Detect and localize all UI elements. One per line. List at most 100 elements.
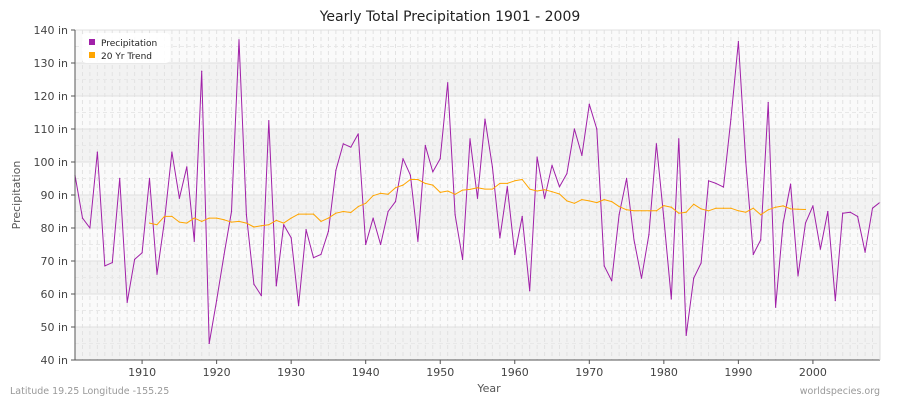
trend-point (208, 217, 210, 219)
precipitation-point (484, 118, 486, 120)
trend-point (432, 184, 434, 186)
footer-source: worldspecies.org (800, 386, 880, 397)
precipitation-point (163, 220, 166, 222)
precipitation-point (216, 300, 218, 302)
trend-point (573, 202, 575, 204)
trend-point (223, 219, 225, 221)
trend-point (186, 222, 188, 224)
precipitation-point (715, 182, 717, 185)
precipitation-point (156, 273, 158, 275)
precipitation-point (543, 197, 546, 199)
precipitation-point (700, 262, 702, 264)
precipitation-point (305, 229, 307, 231)
trend-point (596, 201, 598, 204)
trend-point (320, 220, 322, 222)
precipitation-point (596, 128, 598, 130)
precipitation-point (752, 253, 754, 255)
precipitation-point (819, 248, 821, 250)
trend-point (611, 201, 613, 203)
trend-point (804, 208, 807, 211)
precipitation-point (201, 70, 203, 72)
trend-point (484, 188, 486, 190)
trend-point (670, 206, 672, 208)
precipitation-point (148, 177, 151, 180)
trend-point (506, 182, 508, 185)
trend-point (178, 221, 180, 223)
precipitation-point (529, 290, 531, 292)
precipitation-point (842, 212, 844, 214)
precipitation-point (871, 207, 874, 209)
trend-point (245, 222, 248, 224)
precipitation-point (342, 143, 344, 145)
x-tick-label: 1990 (724, 366, 752, 379)
trend-point (543, 189, 546, 191)
precipitation-point (693, 277, 695, 279)
trend-point (737, 210, 739, 212)
trend-point (260, 225, 262, 227)
precipitation-point (89, 227, 91, 229)
precipitation-point (663, 217, 665, 219)
trend-point (268, 224, 270, 226)
trend-point (640, 210, 643, 212)
trend-point (775, 206, 777, 208)
precipitation-point (730, 118, 732, 120)
x-tick-label: 1980 (650, 366, 678, 379)
precipitation-point (566, 172, 568, 175)
trend-point (372, 195, 374, 197)
precipitation-point (141, 252, 143, 254)
y-tick-label: 100 in (33, 156, 68, 169)
precipitation-point (402, 158, 404, 160)
precipitation-point (454, 214, 456, 216)
precipitation-point (707, 180, 710, 182)
legend-label-trend: 20 Yr Trend (101, 52, 152, 62)
trend-point (491, 188, 494, 190)
precipitation-point (245, 214, 248, 216)
trend-point (327, 217, 330, 219)
precipitation-point (685, 334, 687, 336)
precipitation-point (439, 158, 441, 160)
y-tick-label: 140 in (33, 24, 68, 37)
precipitation-point (268, 120, 270, 122)
trend-point (558, 193, 561, 195)
precipitation-point (603, 265, 605, 267)
trend-point (745, 211, 747, 213)
precipitation-point (640, 277, 643, 279)
y-tick-label: 50 in (40, 321, 68, 334)
precipitation-point (797, 275, 799, 277)
x-tick-label: 1920 (203, 366, 231, 379)
precipitation-point (827, 210, 829, 213)
trend-point (357, 205, 359, 208)
precipitation-point (581, 154, 583, 156)
precipitation-point (461, 258, 464, 260)
precipitation-point (223, 253, 225, 255)
precipitation-point (111, 262, 113, 264)
precipitation-point (350, 146, 352, 148)
x-tick-label: 1940 (352, 366, 380, 379)
trend-point (469, 188, 471, 190)
precipitation-point (104, 265, 106, 267)
precipitation-point (193, 240, 195, 242)
precipitation-point (633, 239, 635, 241)
precipitation-point (134, 258, 136, 260)
precipitation-point (186, 166, 188, 168)
precipitation-point (238, 39, 240, 41)
precipitation-point (476, 197, 479, 199)
legend-box (82, 33, 170, 63)
precipitation-point (558, 186, 561, 188)
trend-point (193, 217, 195, 219)
trend-point (752, 207, 754, 209)
trend-point (275, 219, 277, 222)
precipitation-point (536, 156, 538, 158)
precipitation-point (394, 201, 397, 203)
y-tick-label: 80 in (40, 222, 68, 235)
precipitation-point (775, 306, 777, 308)
trend-point (715, 207, 717, 209)
precipitation-point (782, 222, 784, 224)
legend: Precipitation 20 Yr Trend (82, 33, 170, 63)
precipitation-point (618, 214, 620, 216)
precipitation-point (178, 197, 180, 199)
x-tick-label: 1910 (128, 366, 156, 379)
trend-point (633, 210, 635, 212)
trend-point (655, 210, 657, 212)
